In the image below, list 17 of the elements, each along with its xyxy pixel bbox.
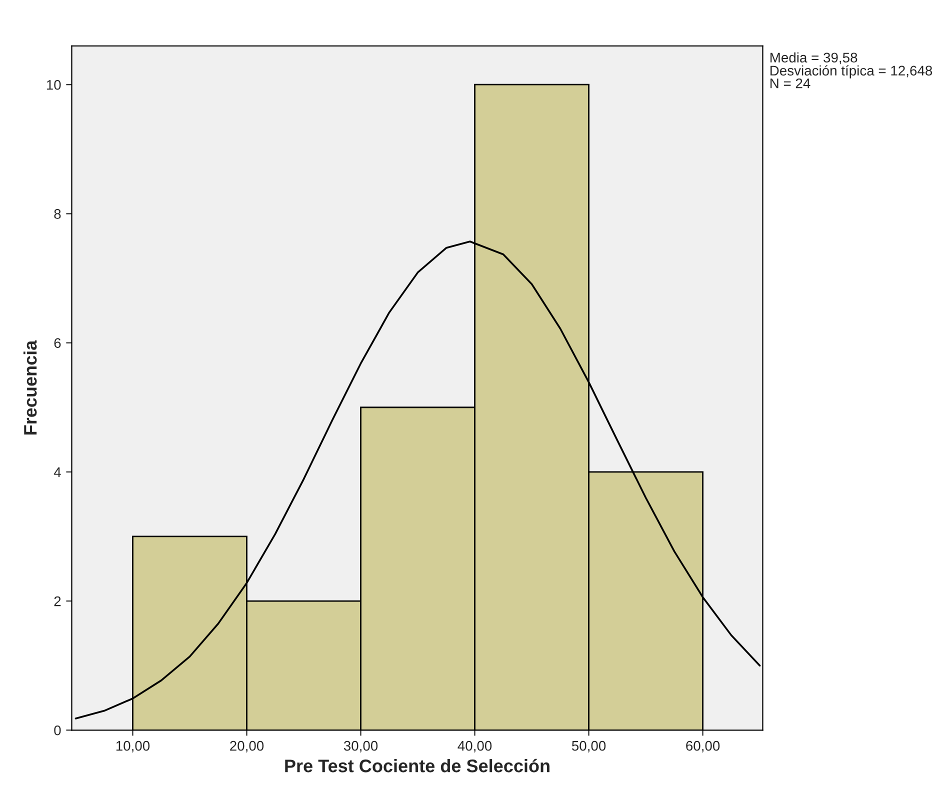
x-tick-label: 20,00 <box>230 740 264 752</box>
x-tick-label: 40,00 <box>458 740 492 752</box>
y-axis-title: Frecuencia <box>23 340 37 434</box>
y-tick-label: 2 <box>54 596 61 606</box>
x-tick-label: 30,00 <box>344 740 378 752</box>
text: N = 24 <box>770 78 810 88</box>
y-tick-label: 0 <box>54 725 61 736</box>
y-tick-label: 8 <box>54 209 61 219</box>
x-tick-label: 50,00 <box>572 740 606 752</box>
text: Desviación típica = 12,648 <box>770 65 932 78</box>
text: Media = 39,58 <box>770 52 858 64</box>
y-tick-label: 4 <box>54 467 61 477</box>
y-tick-label: 10 <box>46 80 61 90</box>
x-axis-title: Pre Test Cociente de Selección <box>285 758 550 772</box>
y-tick-label: 6 <box>54 338 61 348</box>
x-tick-label: 60,00 <box>686 740 720 752</box>
x-tick-label: 10,00 <box>116 740 150 752</box>
